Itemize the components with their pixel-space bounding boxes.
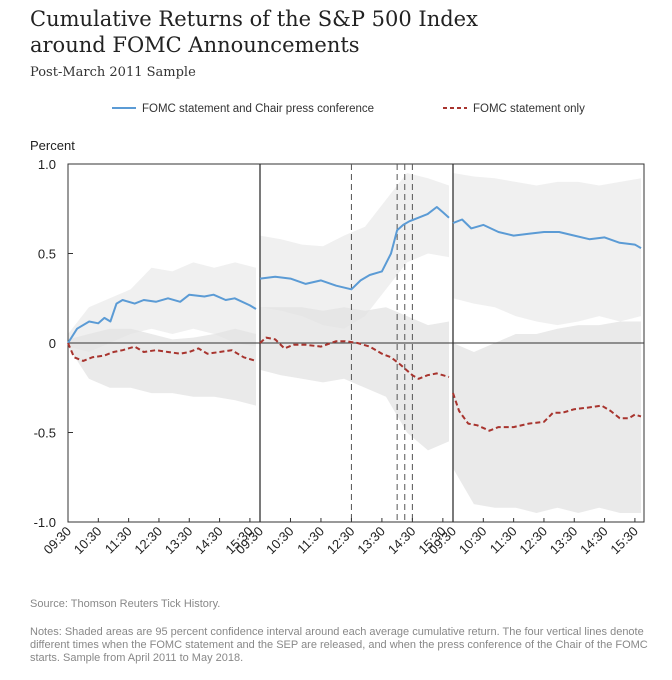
confidence-band-statement-panel-3 (453, 321, 641, 513)
series-statement-only-panel-3 (452, 392, 642, 432)
x-tick-label: 15:30 (607, 524, 641, 558)
series-statement-only-panel-2 (259, 336, 450, 380)
x-tick-label: 10:30 (263, 524, 297, 558)
x-tick-label: 12:30 (324, 524, 358, 558)
y-tick-label: 0 (49, 336, 56, 351)
legend: FOMC statement and Chair press conferenc… (112, 103, 585, 115)
x-tick-label: 13:30 (162, 524, 196, 558)
legend-label-blue: FOMC statement and Chair press conferenc… (142, 103, 374, 115)
x-tick-label: 11:30 (294, 524, 327, 557)
chart: FOMC statement and Chair press conferenc… (30, 103, 645, 558)
legend-label-red: FOMC statement only (473, 103, 585, 115)
y-tick-label: 1.0 (38, 157, 56, 172)
chart-title: Cumulative Returns of the S&P 500 Index … (30, 6, 650, 58)
x-tick-label: 10:30 (456, 524, 490, 558)
y-tick-label: -0.5 (34, 426, 56, 441)
confidence-band-press-panel-2 (260, 173, 449, 329)
chart-subtitle: Post-March 2011 Sample (30, 65, 196, 80)
y-axis-label: Percent (30, 138, 75, 153)
x-tick-label: 12:30 (131, 524, 165, 558)
y-tick-label: -1.0 (34, 515, 56, 530)
series-press-conference-panel-3 (452, 218, 642, 249)
series-press-conference-panel-1 (67, 293, 257, 344)
confidence-band-statement-panel-1 (68, 328, 256, 406)
series-statement-only-panel-1 (67, 342, 257, 362)
y-tick-label: 0.5 (38, 247, 56, 262)
series-press-conference-panel-2 (259, 206, 450, 291)
x-tick-label: 11:30 (102, 524, 135, 557)
x-tick-label: 14:30 (385, 524, 419, 558)
x-tick-label: 14:30 (192, 524, 226, 558)
x-tick-label: 10:30 (71, 524, 105, 558)
x-tick-label: 12:30 (516, 524, 550, 558)
confidence-band-press-panel-3 (453, 173, 641, 326)
x-tick-label: 09:30 (233, 524, 267, 558)
x-tick-label: 13:30 (547, 524, 581, 558)
x-tick-label: 09:30 (426, 524, 460, 558)
x-tick-label: 13:30 (354, 524, 388, 558)
x-tick-label: 11:30 (487, 524, 520, 557)
x-tick-label: 14:30 (577, 524, 611, 558)
notes-text: Notes: Shaded areas are 95 percent confi… (30, 626, 648, 664)
source-note: Source: Thomson Reuters Tick History. (30, 598, 221, 610)
title-line-2: around FOMC Announcements (30, 33, 360, 57)
title-line-1: Cumulative Returns of the S&P 500 Index (30, 7, 478, 31)
